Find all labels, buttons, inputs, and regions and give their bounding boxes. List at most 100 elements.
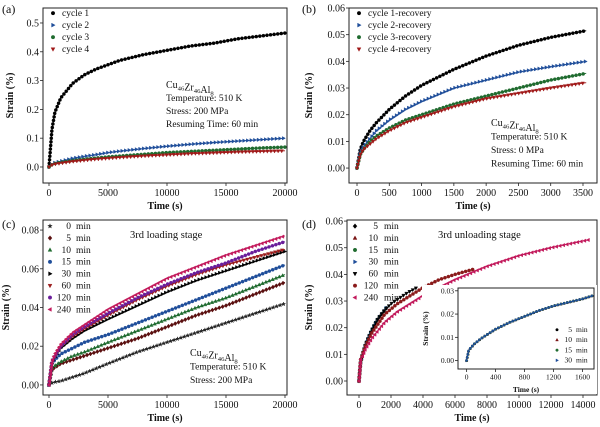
alloy-formula: Cu46Zr46Al8 bbox=[491, 118, 539, 136]
data-point bbox=[89, 317, 94, 323]
element-symbol: Zr bbox=[509, 121, 519, 132]
annotation-line: Stress: 200 MPa bbox=[190, 376, 253, 386]
data-point bbox=[108, 316, 113, 321]
data-point bbox=[222, 39, 227, 44]
legend-marker bbox=[357, 22, 362, 28]
data-point bbox=[56, 162, 62, 166]
data-point bbox=[574, 30, 579, 35]
data-point bbox=[403, 94, 408, 98]
data-point bbox=[243, 36, 248, 40]
legend-label-unit: min bbox=[576, 345, 588, 354]
data-point bbox=[130, 351, 136, 356]
data-point bbox=[277, 274, 282, 279]
data-point bbox=[158, 279, 163, 284]
data-point bbox=[547, 305, 551, 310]
data-point bbox=[117, 301, 122, 306]
y-tick-label: 0.00 bbox=[441, 356, 454, 365]
data-point bbox=[140, 53, 145, 57]
data-point bbox=[149, 284, 154, 289]
data-point bbox=[174, 143, 179, 148]
legend-label-unit: min bbox=[76, 305, 91, 315]
data-point bbox=[280, 280, 286, 286]
data-point bbox=[404, 303, 409, 309]
data-point bbox=[105, 317, 110, 322]
data-point bbox=[162, 277, 166, 282]
data-point bbox=[101, 309, 106, 315]
data-point bbox=[180, 303, 185, 308]
data-point bbox=[204, 42, 209, 46]
data-point bbox=[106, 150, 111, 155]
data-point bbox=[235, 265, 240, 270]
data-point bbox=[270, 267, 275, 272]
data-point bbox=[68, 331, 73, 337]
data-point bbox=[395, 309, 399, 314]
data-point bbox=[537, 66, 542, 71]
data-point bbox=[450, 273, 454, 278]
data-point bbox=[135, 328, 141, 333]
data-point bbox=[128, 307, 132, 312]
data-point bbox=[107, 306, 112, 311]
legend-marker bbox=[48, 295, 53, 300]
data-point bbox=[156, 320, 161, 325]
data-point bbox=[457, 65, 462, 69]
x-tick-label: 14000 bbox=[571, 400, 596, 411]
data-point bbox=[219, 321, 225, 327]
data-point bbox=[421, 82, 426, 87]
element-symbol: Cu bbox=[491, 118, 503, 129]
data-point bbox=[193, 313, 198, 319]
data-point bbox=[208, 41, 212, 46]
data-point bbox=[375, 318, 380, 323]
data-point bbox=[361, 350, 366, 356]
data-point bbox=[236, 256, 241, 260]
data-point bbox=[272, 149, 277, 154]
data-point bbox=[532, 82, 536, 87]
data-point bbox=[466, 355, 470, 360]
y-tick-label: 0.06 bbox=[326, 217, 344, 228]
element-subscript: 8 bbox=[535, 129, 539, 136]
data-point bbox=[554, 244, 558, 249]
data-point bbox=[139, 289, 144, 294]
data-point bbox=[166, 323, 171, 329]
data-point bbox=[219, 262, 224, 267]
data-point bbox=[260, 271, 265, 276]
data-point bbox=[71, 329, 76, 334]
data-point bbox=[99, 342, 104, 347]
data-point bbox=[398, 307, 403, 312]
data-point bbox=[117, 305, 121, 310]
data-point bbox=[358, 357, 363, 362]
legend-label-unit: min bbox=[384, 282, 399, 292]
data-point bbox=[49, 136, 54, 141]
data-point bbox=[80, 323, 85, 328]
data-point bbox=[138, 146, 143, 152]
annotation-line: Temperature: 510 K bbox=[491, 133, 568, 143]
data-point bbox=[165, 282, 170, 286]
data-point bbox=[53, 363, 58, 367]
y-axis-label: Strain (%) bbox=[5, 73, 16, 119]
data-point bbox=[568, 241, 573, 246]
data-point bbox=[498, 74, 503, 79]
data-point bbox=[146, 316, 151, 321]
legend-label-value: 10 bbox=[369, 234, 379, 244]
data-point bbox=[471, 344, 475, 348]
data-point bbox=[126, 339, 131, 344]
data-point bbox=[179, 276, 183, 281]
data-point bbox=[131, 147, 136, 152]
data-point bbox=[257, 146, 262, 150]
data-point bbox=[386, 119, 390, 124]
data-point bbox=[49, 361, 54, 366]
data-point bbox=[484, 54, 488, 58]
data-point bbox=[538, 80, 543, 85]
legend-label: cycle 2 bbox=[62, 21, 89, 31]
data-point bbox=[149, 145, 153, 150]
data-point bbox=[150, 315, 154, 320]
data-point bbox=[225, 38, 230, 43]
data-point bbox=[233, 257, 238, 262]
data-point bbox=[114, 307, 118, 311]
data-point bbox=[80, 74, 84, 79]
data-point bbox=[181, 142, 186, 147]
data-point bbox=[103, 333, 107, 338]
data-point bbox=[194, 278, 199, 283]
data-point bbox=[175, 272, 180, 277]
data-point bbox=[230, 283, 235, 288]
legend-label: cycle 3-recovery bbox=[368, 33, 432, 43]
